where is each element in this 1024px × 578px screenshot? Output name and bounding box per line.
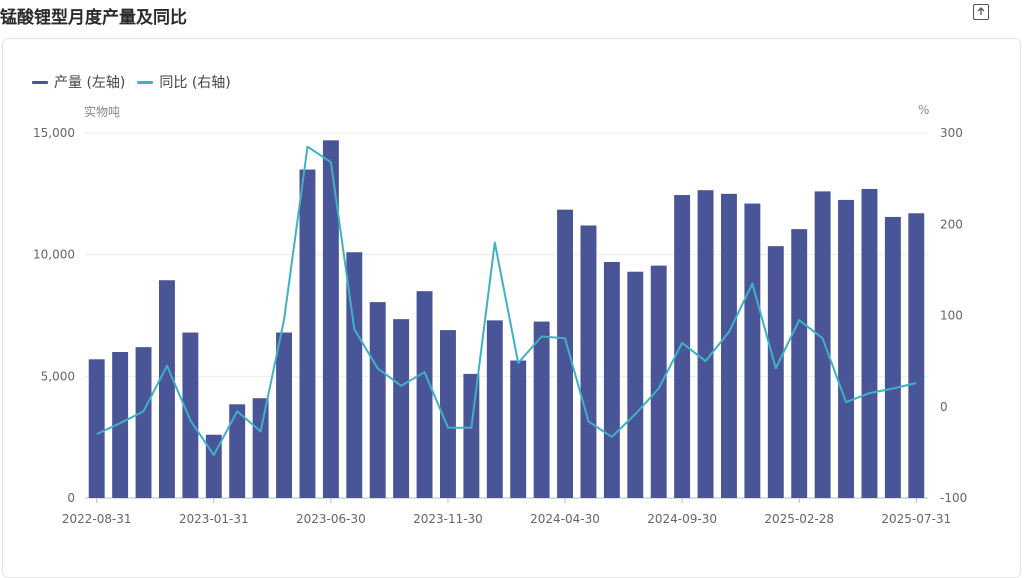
y-right-tick-label: -100	[940, 491, 967, 505]
bar	[838, 200, 854, 498]
x-tick-label: 2024-09-30	[647, 512, 717, 526]
bar	[393, 319, 409, 498]
bar	[89, 359, 105, 498]
bar	[885, 217, 901, 498]
y-left-tick-label: 5,000	[41, 369, 75, 383]
bar	[908, 213, 924, 498]
bar	[768, 246, 784, 498]
bar	[510, 361, 526, 498]
bar	[299, 170, 315, 499]
x-tick-label: 2023-11-30	[413, 512, 483, 526]
x-tick-label: 2023-06-30	[296, 512, 366, 526]
x-tick-label: 2025-07-31	[881, 512, 951, 526]
bar	[604, 262, 620, 498]
bar	[698, 190, 714, 498]
bar	[651, 266, 667, 498]
bar	[136, 347, 152, 498]
x-tick-label: 2022-08-31	[62, 512, 132, 526]
bar	[721, 194, 737, 498]
x-tick-label: 2024-04-30	[530, 512, 600, 526]
y-right-tick-label: 0	[940, 400, 948, 414]
bar	[580, 225, 596, 498]
y-left-tick-label: 0	[67, 491, 75, 505]
bar	[370, 302, 386, 498]
bar	[417, 291, 433, 498]
bar	[815, 191, 831, 498]
bar	[276, 333, 292, 498]
y-left-tick-label: 10,000	[33, 248, 75, 262]
y-left-tick-label: 15,000	[33, 126, 75, 140]
bar	[323, 140, 339, 498]
bar	[791, 229, 807, 498]
x-tick-label: 2025-02-28	[764, 512, 834, 526]
bar	[229, 404, 245, 498]
bar	[182, 333, 198, 498]
bar	[487, 320, 503, 498]
y-right-tick-label: 300	[940, 126, 963, 140]
y-right-tick-label: 200	[940, 217, 963, 231]
bar	[159, 280, 175, 498]
bar	[861, 189, 877, 498]
bar	[534, 322, 550, 498]
bar	[744, 204, 760, 498]
bar	[253, 398, 269, 498]
x-tick-label: 2023-01-31	[179, 512, 249, 526]
bar	[557, 210, 573, 498]
y-right-tick-label: 100	[940, 309, 963, 323]
bar	[463, 374, 479, 498]
bar	[627, 272, 643, 498]
